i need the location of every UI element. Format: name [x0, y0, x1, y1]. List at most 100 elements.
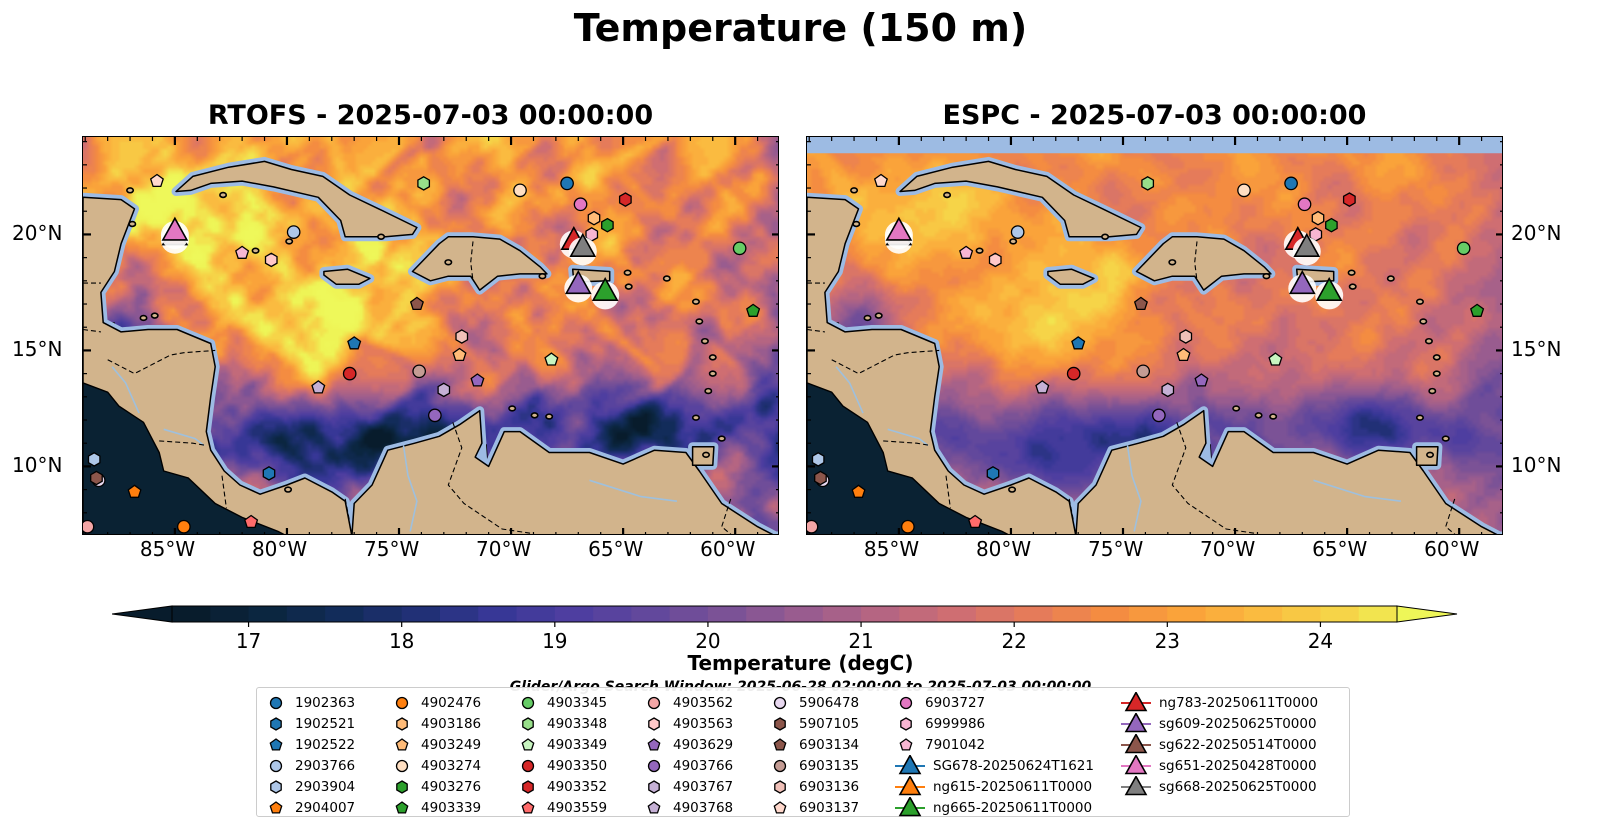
island-8: [623, 269, 632, 276]
float-marker-4903768: [311, 380, 326, 394]
river-3: [111, 366, 140, 414]
colorbar-tick-label: 19: [542, 629, 567, 652]
legend-marker: [773, 759, 787, 773]
legend-label: 4903186: [421, 715, 482, 732]
legend-item-5906478: 5906478: [769, 692, 859, 713]
lat-tick-label-left: 20°N: [12, 221, 63, 246]
island-2: [700, 337, 709, 345]
float-marker-4903562: [83, 519, 95, 534]
colorbar-segment: [401, 606, 441, 622]
float-marker-2903904: [87, 452, 101, 467]
country-border-8: [1194, 241, 1198, 281]
lon-tick-label: 70°W: [476, 537, 532, 561]
float-marker-6903136: [455, 329, 469, 344]
island-15: [219, 191, 228, 199]
island-12: [545, 413, 554, 420]
legend-item-4903274: 4903274: [391, 755, 481, 776]
float-marker-2903766: [286, 225, 301, 239]
lon-tick-label: 85°W: [139, 537, 196, 561]
legend-label: 6999986: [925, 715, 986, 732]
legend-item-sg668-20250625T0000: sg668-20250625T0000: [1121, 776, 1318, 797]
legend-marker: [521, 801, 535, 814]
island-11: [1232, 405, 1241, 412]
country-border-1: [83, 328, 101, 333]
float-marker-1902363: [1284, 176, 1298, 191]
cuba-land: [175, 160, 418, 238]
legend-label: 4903563: [673, 715, 734, 732]
river-0: [402, 445, 418, 532]
island-5: [704, 387, 713, 395]
legend-item-6903136: 6903136: [769, 776, 859, 797]
cuba-land: [899, 160, 1142, 238]
float-marker-1902522: [1071, 336, 1086, 350]
legend-label: 5906478: [799, 694, 860, 711]
float-marker-4903559: [968, 514, 983, 529]
legend-label: 7901042: [925, 736, 986, 753]
lon-tick-label: 80°W: [251, 537, 308, 561]
colorbar-segment: [363, 606, 403, 622]
legend-float-icon: [773, 738, 787, 751]
temperature-colorbar: 17 18 19 20 21 22 23 24: [112, 605, 1458, 652]
legend-marker: [647, 738, 661, 751]
legend-item-4903562: 4903562: [643, 692, 733, 713]
colorbar-segment: [975, 606, 1015, 622]
colorbar-segment: [1090, 606, 1130, 622]
lat-tick-label-right: 20°N: [1511, 221, 1562, 246]
float-marker-4903559: [244, 514, 259, 529]
float-marker-6903137: [149, 173, 164, 188]
legend-marker: [898, 797, 922, 817]
colorbar-segment: [707, 606, 747, 622]
espc-no-data-band: [807, 137, 1502, 154]
colorbar-tick-label: 24: [1308, 629, 1333, 652]
legend-marker: [270, 717, 282, 731]
country-border-1: [807, 328, 825, 333]
legend-float-icon: [647, 801, 661, 814]
legend-float-icon: [522, 717, 534, 731]
legend-marker: [396, 717, 408, 731]
legend-item-4903350: 4903350: [517, 755, 607, 776]
legend-float-icon: [773, 696, 787, 710]
island-9: [624, 283, 633, 290]
float-marker-2904007: [851, 484, 866, 498]
lon-tick-label: 70°W: [1200, 537, 1256, 561]
legend-label: sg668-20250625T0000: [1159, 778, 1317, 795]
legend-marker: [647, 759, 661, 773]
legend-item-4903352: 4903352: [517, 776, 607, 797]
legend-label: 4903768: [673, 799, 734, 816]
float-marker-4903339: [746, 303, 761, 317]
glider-marker-ng665-20250611T0000: [591, 276, 619, 302]
colorbar-tick-label: 22: [1001, 629, 1026, 652]
island-11: [508, 405, 517, 412]
legend-marker: [1124, 776, 1148, 796]
island-4: [708, 370, 717, 377]
legend-glider-icon: [895, 755, 925, 775]
legend-marker: [395, 696, 409, 710]
lat-tick-label-right: 10°N: [1511, 453, 1562, 478]
legend-label: 6903136: [799, 778, 860, 795]
legend-glider-icon: [1121, 755, 1151, 775]
legend-item-4903629: 4903629: [643, 734, 733, 755]
lat-tick-label-left: 10°N: [12, 453, 63, 478]
colorbar-segment: [631, 606, 671, 622]
island-17: [128, 220, 137, 228]
legend-marker: [648, 717, 660, 731]
lon-tick-label: 85°W: [863, 537, 920, 561]
legend-label: SG678-20250624T1621: [933, 757, 1094, 774]
island-18: [139, 314, 148, 322]
legend-item-6903135: 6903135: [769, 755, 859, 776]
legend-float-icon: [269, 738, 283, 751]
float-marker-4903274: [513, 183, 527, 198]
legend-marker: [898, 755, 922, 775]
colorbar-tick-label: 17: [236, 629, 261, 652]
legend-item-4903768: 4903768: [643, 797, 733, 818]
glider-marker-ng665-20250611T0000: [1315, 276, 1343, 302]
legend-item-4903345: 4903345: [517, 692, 607, 713]
legend-item-6903727: 6903727: [895, 692, 1094, 713]
legend-marker: [396, 780, 408, 794]
legend-glider-icon: [1121, 734, 1151, 754]
legend-float-icon: [395, 696, 409, 710]
colorbar-frame: [171, 605, 1398, 623]
legend-label: 4903350: [547, 757, 608, 774]
island-25: [538, 272, 547, 280]
legend-item-ng615-20250611T0000: ng615-20250611T0000: [895, 776, 1094, 797]
